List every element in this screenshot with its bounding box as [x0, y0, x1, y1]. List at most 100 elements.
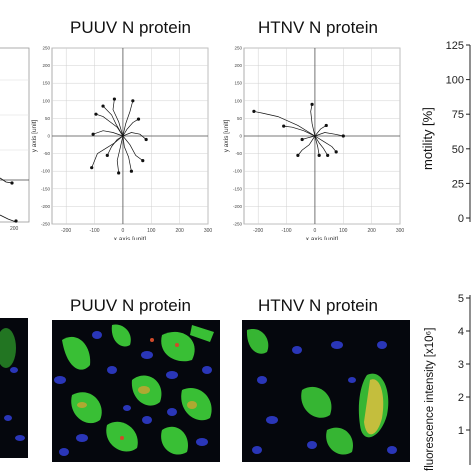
- track-endpoint: [105, 153, 109, 157]
- fluorescence-tick-label: 1: [458, 425, 464, 437]
- motility-tick-label: 75: [452, 109, 464, 121]
- track-endpoint: [324, 123, 328, 128]
- y-axis-label: y axis [unit]: [31, 120, 38, 153]
- track-endpoint: [296, 153, 300, 157]
- cell-track: [116, 135, 124, 174]
- track-endpoint: [282, 124, 286, 128]
- motility-axis-label: motility [%]: [420, 107, 435, 170]
- htnv-image-title: HTNV N protein: [258, 296, 378, 315]
- x-axis-label: x axis [unit]: [306, 236, 339, 240]
- track-endpoint: [341, 134, 345, 138]
- cell-track: [102, 105, 124, 137]
- htnv-tracking-plot: -200 -100 0 100 200 300 250 200 150 100 50 0 -50 -100…: [223, 46, 404, 241]
- x-tick-label: 200: [367, 228, 376, 234]
- y-tick-label: 0: [47, 134, 50, 139]
- y-tick-label: 150: [234, 81, 242, 86]
- cell-track: [122, 118, 139, 137]
- cell-track: [314, 125, 327, 137]
- x-tick-label: 300: [204, 228, 212, 234]
- track-endpoint: [136, 117, 141, 121]
- x-tick-label: -100: [282, 228, 292, 234]
- htnv-micrograph: [242, 320, 410, 462]
- y-tick-label: 100: [42, 98, 50, 103]
- cell-track: [314, 135, 328, 156]
- x-tick-label: -100: [90, 228, 100, 234]
- motility-tick-label: 100: [446, 75, 464, 87]
- track-endpoint: [90, 166, 94, 170]
- track-endpoint: [144, 137, 148, 142]
- track-endpoint: [334, 150, 338, 154]
- fluorescence-axis-label: fluorescence intensity [x10⁶]: [424, 327, 436, 471]
- x-tick-label: 200: [175, 228, 184, 234]
- y-tick-label: 150: [42, 81, 50, 86]
- y-tick-label: -200: [41, 204, 51, 209]
- puuv-image-title: PUUV N protein: [70, 296, 191, 315]
- x-tick-label: 0: [122, 228, 125, 234]
- track-endpoint: [131, 99, 135, 103]
- y-tick-label: -150: [41, 186, 51, 191]
- y-tick-label: -50: [43, 151, 50, 156]
- cell-track: [92, 130, 124, 137]
- track-endpoint: [91, 132, 95, 136]
- x-axis-label: x axis [unit]: [114, 236, 147, 240]
- cell-track: [253, 111, 316, 137]
- puuv-tracking-plot: -200 -100 0 100 200 300 250 200 150 100 50 0 -50 -100…: [31, 46, 212, 241]
- puuv-micrograph: [52, 320, 220, 462]
- track-endpoint: [317, 153, 321, 157]
- cell-track: [314, 135, 320, 156]
- fluorescence-tick-label: 2: [458, 392, 464, 404]
- y-tick-label: 200: [234, 63, 242, 68]
- cell-track: [122, 135, 132, 172]
- cell-track: [106, 135, 124, 156]
- left-tracking-plot-partial: 200: [0, 47, 30, 232]
- cell-track: [122, 132, 147, 140]
- cell-track: [91, 135, 124, 168]
- motility-tick-label: 25: [452, 178, 464, 190]
- motility-tick-label: 125: [446, 40, 464, 52]
- puuv-tracking-title: PUUV N protein: [70, 18, 191, 37]
- cell-track: [112, 98, 124, 137]
- y-tick-label: 250: [42, 46, 50, 51]
- track-endpoint: [310, 102, 314, 106]
- y-tick-label: 50: [45, 116, 51, 121]
- cell-track: [301, 135, 315, 140]
- htnv-tracking-title: HTNV N protein: [258, 18, 378, 37]
- track-endpoint: [141, 159, 145, 163]
- fluorescence-tick-label: 5: [458, 293, 464, 305]
- fluorescence-tick-label: 3: [458, 359, 464, 371]
- cell-track: [314, 135, 337, 153]
- y-tick-label: 0: [239, 134, 242, 139]
- y-tick-label: -250: [41, 222, 51, 227]
- y-tick-label: -100: [233, 169, 243, 174]
- track-endpoint: [94, 112, 98, 116]
- y-tick-label: -250: [233, 222, 243, 227]
- x-tick-label: 100: [147, 228, 156, 234]
- cell-track: [283, 125, 316, 137]
- track-endpoint: [300, 137, 304, 142]
- cell-track: [122, 135, 144, 161]
- y-tick-label: -200: [233, 204, 243, 209]
- y-tick-label: -150: [233, 186, 243, 191]
- x-tick-label: -200: [253, 228, 263, 234]
- track-endpoint: [252, 109, 256, 113]
- fluorescence-tick-label: 4: [458, 326, 464, 338]
- left-micrograph-partial: [0, 318, 28, 458]
- cell-track: [95, 113, 124, 137]
- cell-track: [297, 135, 316, 156]
- y-tick-label: 100: [234, 98, 242, 103]
- x-tick-label: 300: [396, 228, 404, 234]
- y-tick-label: 50: [237, 116, 243, 121]
- y-axis-label: y axis [unit]: [223, 120, 230, 153]
- track-endpoint: [117, 171, 121, 175]
- track-endpoint: [326, 153, 330, 157]
- left-plot-x-tick: 200: [10, 226, 19, 232]
- fluorescence-axis: 5 4 3 2 1 fluorescence intensity [x10⁶]: [418, 290, 474, 474]
- x-tick-label: 100: [339, 228, 348, 234]
- track-endpoint: [129, 169, 134, 173]
- cell-track: [314, 132, 344, 137]
- cell-track: [310, 104, 316, 137]
- x-tick-label: -200: [61, 228, 71, 234]
- track-endpoint: [101, 104, 105, 108]
- cell-track: [122, 100, 134, 137]
- y-tick-label: 250: [234, 46, 242, 51]
